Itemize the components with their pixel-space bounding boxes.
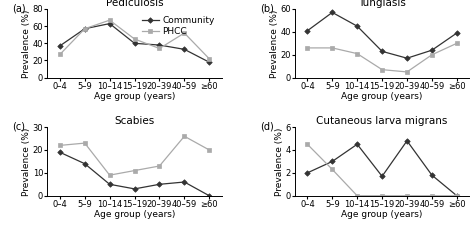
Text: (c): (c) <box>12 122 26 132</box>
Y-axis label: Prevalence (%): Prevalence (%) <box>275 127 284 196</box>
X-axis label: Age group (years): Age group (years) <box>94 210 175 219</box>
X-axis label: Age group (years): Age group (years) <box>341 210 423 219</box>
Title: Scabies: Scabies <box>114 116 155 126</box>
Text: (d): (d) <box>260 122 274 132</box>
Title: Cutaneous larva migrans: Cutaneous larva migrans <box>317 116 448 126</box>
Title: Tungiasis: Tungiasis <box>358 0 406 8</box>
X-axis label: Age group (years): Age group (years) <box>341 92 423 101</box>
Text: (b): (b) <box>260 4 274 13</box>
Y-axis label: Prevalence (%): Prevalence (%) <box>22 127 31 196</box>
Legend: Community, PHCC: Community, PHCC <box>139 14 217 39</box>
Y-axis label: Prevalence (%): Prevalence (%) <box>270 9 279 78</box>
Title: Pediculosis: Pediculosis <box>106 0 164 8</box>
Text: (a): (a) <box>12 4 26 13</box>
Y-axis label: Prevalence (%): Prevalence (%) <box>22 9 31 78</box>
X-axis label: Age group (years): Age group (years) <box>94 92 175 101</box>
